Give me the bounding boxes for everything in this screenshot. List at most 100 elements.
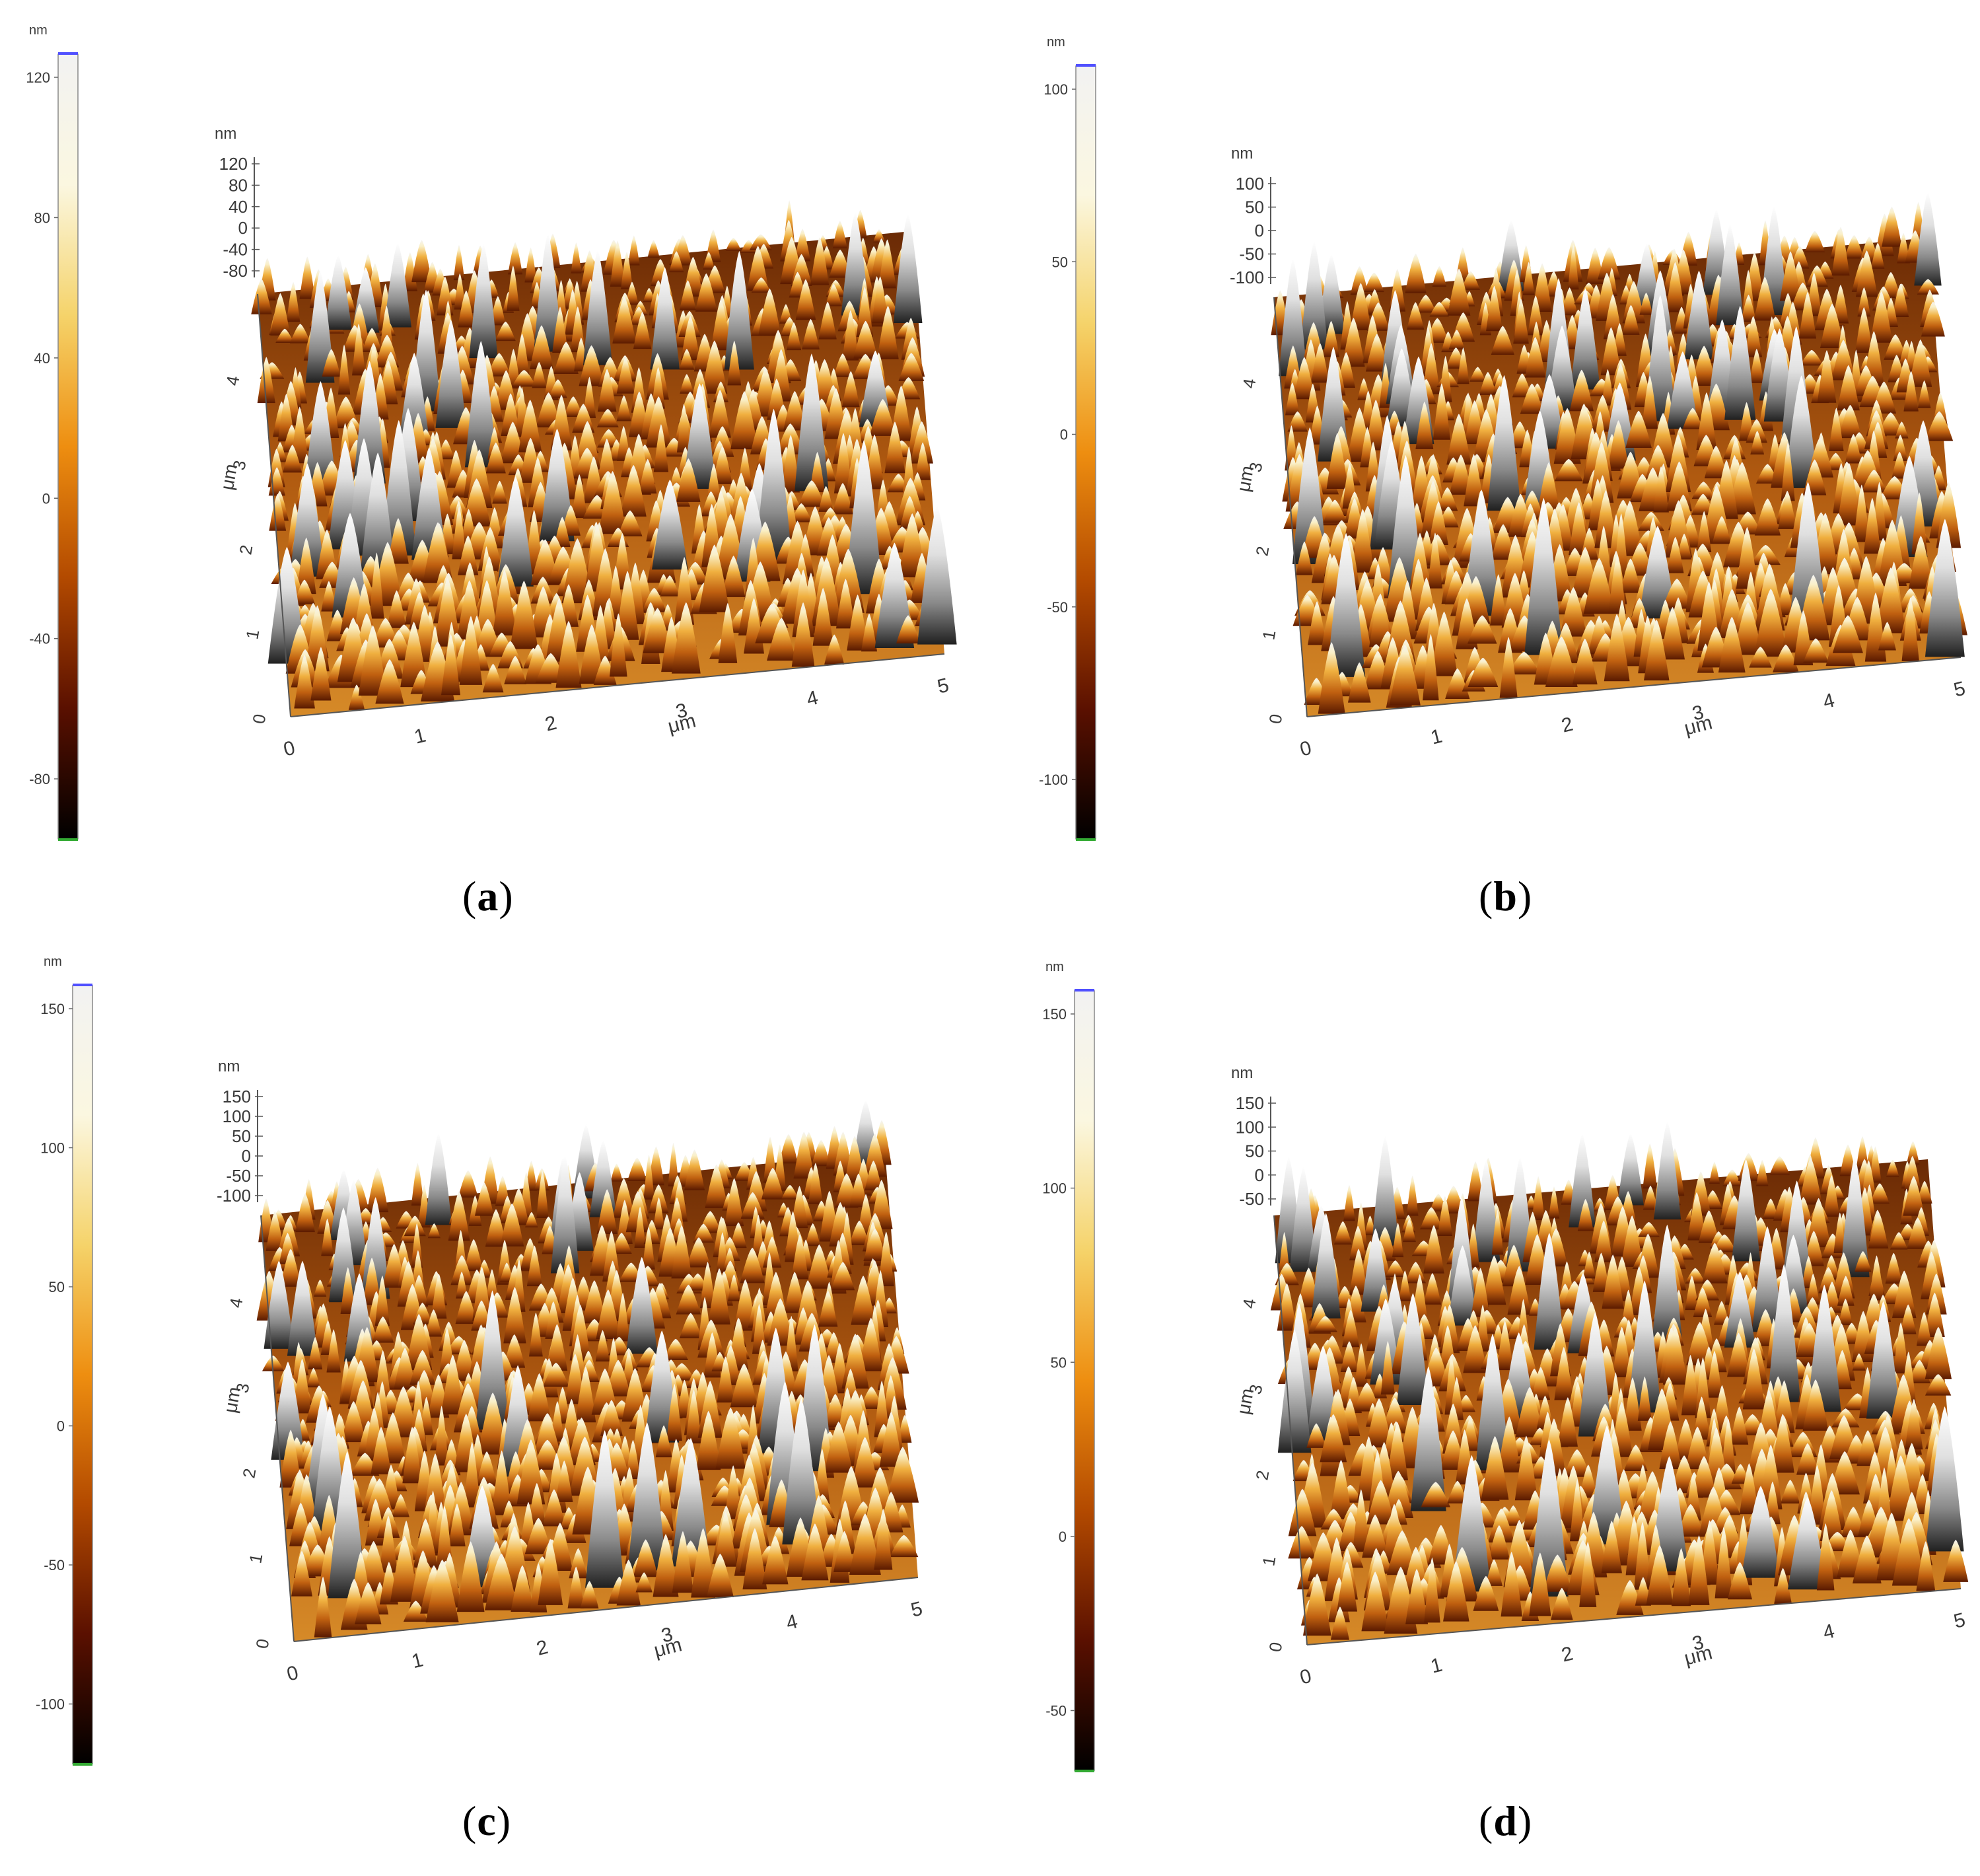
x-axis-tick-label: 2	[1559, 713, 1575, 737]
colorbar-unit: nm	[29, 23, 48, 38]
surface-peak	[269, 493, 287, 531]
surface-peak	[727, 1274, 740, 1301]
colorbar-top-marker	[73, 984, 92, 986]
surface-peak	[1742, 1348, 1765, 1410]
surface-peak	[1637, 1376, 1652, 1421]
surface-peak	[1472, 1159, 1501, 1262]
z-axis-tick-label: -100	[217, 1186, 251, 1206]
surface-peak	[1869, 1255, 1884, 1301]
surface-peak	[695, 273, 717, 312]
surface-peak	[1736, 526, 1758, 589]
surface-peak	[686, 1237, 711, 1268]
surface-peak	[795, 229, 811, 262]
surface-peak	[1591, 394, 1614, 432]
surface-peak	[1499, 637, 1518, 698]
surface-peak	[305, 270, 335, 383]
surface-peak	[1421, 1482, 1450, 1507]
afm-scene: nm150100500-50-100012345μm01234μmnm15010…	[36, 955, 925, 1766]
surface-peak	[251, 279, 272, 314]
colorbar-bottom-marker	[1076, 838, 1096, 841]
surface-peak	[808, 1163, 823, 1204]
surface-peak	[1288, 1488, 1317, 1536]
surface-peak	[831, 1262, 855, 1291]
surface-peak	[1548, 1186, 1560, 1219]
surface-peak	[742, 1528, 767, 1590]
surface-peak	[1817, 349, 1837, 403]
surface-peak	[501, 393, 520, 437]
surface-peak	[810, 236, 830, 285]
surface-peak	[448, 1191, 470, 1241]
surface-peak	[1750, 431, 1765, 454]
surface-peak	[1662, 578, 1692, 609]
surface-peak	[290, 324, 311, 343]
surface-peak	[474, 1182, 494, 1216]
surface-peak	[1691, 345, 1717, 386]
panel-label-letter: d	[1493, 1797, 1518, 1844]
surface-peak	[1908, 1359, 1930, 1384]
surface-peak	[1513, 299, 1529, 344]
surface-peak	[1568, 244, 1579, 290]
surface-peak	[671, 602, 701, 674]
surface-peak	[1287, 411, 1308, 432]
surface-peak	[610, 240, 625, 287]
surface-peak	[1868, 1211, 1889, 1248]
surface-peak	[436, 1505, 453, 1570]
surface-peak	[528, 1482, 546, 1526]
surface-peak	[616, 395, 631, 421]
surface-peak	[1579, 1541, 1597, 1607]
x-axis-unit: μm	[1682, 711, 1715, 739]
colorbar-tick-label: 0	[57, 1418, 65, 1435]
surface-peak	[829, 249, 851, 278]
surface-peak	[1724, 1272, 1756, 1348]
surface-peak	[874, 1508, 893, 1570]
surface-peak	[388, 518, 409, 564]
surface-peak	[1320, 1414, 1347, 1462]
surface-peak	[1442, 1403, 1464, 1454]
surface-peak	[832, 548, 865, 613]
surface-peak	[1349, 1248, 1368, 1295]
surface-peak	[1569, 369, 1594, 412]
surface-peak	[1473, 1575, 1499, 1611]
y-axis-tick-label: 0	[248, 713, 269, 725]
surface-peak	[625, 1256, 658, 1354]
surface-peak	[1543, 1554, 1573, 1592]
surface-peak	[291, 406, 308, 464]
surface-peak	[536, 1171, 549, 1218]
surface-peak	[639, 458, 657, 494]
surface-peak	[1790, 246, 1810, 269]
surface-peak	[841, 371, 860, 408]
surface-peak	[613, 1178, 635, 1218]
surface-peak	[294, 579, 315, 604]
surface-peak	[1532, 1176, 1545, 1221]
surface-peak	[1892, 451, 1908, 479]
surface-peak	[371, 1427, 392, 1474]
x-axis-tick-label: 1	[412, 725, 428, 748]
surface-peak	[1916, 1312, 1932, 1346]
surface-peak	[296, 537, 316, 595]
surface-peak	[851, 1437, 878, 1488]
surface-peak	[627, 1157, 647, 1181]
y-axis-tick-label: 0	[1265, 1641, 1286, 1653]
z-axis-tick-label: -50	[226, 1166, 251, 1186]
surface-peak	[1751, 544, 1781, 565]
surface-peak	[1901, 597, 1919, 662]
z-axis-tick-label: 100	[1236, 1117, 1264, 1137]
surface-peak	[264, 1260, 295, 1349]
surface-peak	[1361, 1571, 1389, 1632]
surface-peak	[853, 320, 878, 359]
surface-peak	[1691, 482, 1716, 499]
surface-peak	[1917, 279, 1939, 295]
surface-peak	[1353, 1489, 1370, 1552]
surface-peak	[596, 408, 619, 427]
surface-peak	[1886, 1159, 1899, 1177]
surface-peak	[833, 1531, 855, 1572]
surface-peak	[676, 1284, 701, 1315]
surface-peak	[1382, 1397, 1408, 1433]
surface-peak	[402, 1426, 422, 1484]
surface-peak	[1643, 1143, 1658, 1189]
surface-peak	[1696, 392, 1717, 450]
surface-peak	[1754, 276, 1776, 321]
surface-peak	[372, 1316, 394, 1343]
surface-peak	[1837, 365, 1860, 411]
surface-peak	[1365, 399, 1386, 451]
